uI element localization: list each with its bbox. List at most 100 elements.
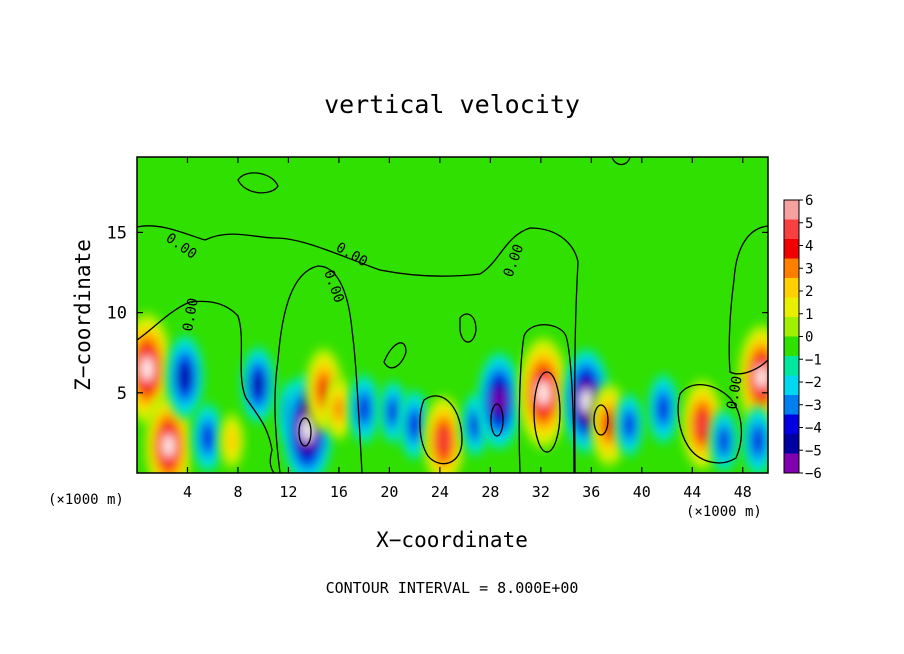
x-tick-label: 24: [431, 483, 449, 501]
velocity-cell: [166, 334, 204, 419]
colorbar-swatch: [784, 297, 799, 318]
x-tick-label: 20: [380, 483, 398, 501]
x-axis-label: X−coordinate: [376, 528, 528, 552]
x-tick-label: 36: [582, 483, 600, 501]
y-tick-label: 10: [107, 304, 127, 324]
velocity-cell: [681, 379, 723, 471]
velocity-shell: [179, 364, 191, 389]
colorbar-swatch: [784, 453, 799, 474]
velocity-cell: [219, 412, 245, 469]
zero-contour-upper: [137, 225, 579, 473]
zero-contour-right: [728, 225, 768, 375]
zero-contour-blob-1: [237, 172, 279, 194]
x-tick-label: 28: [481, 483, 499, 501]
x-tick-label: 12: [279, 483, 297, 501]
zero-contour-left: [137, 300, 275, 473]
velocity-shell: [538, 381, 549, 405]
y-tick-label: 15: [107, 223, 127, 243]
velocity-shell: [657, 396, 669, 422]
velocity-cell: [709, 409, 738, 473]
velocity-cell: [518, 336, 569, 449]
colorbar-label: 2: [805, 284, 813, 300]
y-axis-ticks: 5 10 15: [107, 223, 768, 404]
chart-title: vertical velocity: [324, 90, 580, 119]
colorbar-label: −4: [805, 421, 822, 437]
colorbar-label: 6: [805, 193, 813, 209]
y-axis-unit: (×1000 m): [48, 492, 124, 508]
colorbar-label: 4: [805, 239, 813, 255]
velocity-cell: [240, 346, 276, 424]
velocity-shell: [253, 373, 264, 396]
colorbar-swatch: [784, 258, 799, 279]
colorbar-label: 1: [805, 307, 813, 323]
velocity-cell: [348, 373, 380, 444]
contour-label: 0.00: [724, 375, 746, 411]
velocity-shell: [697, 413, 708, 436]
colorbar-swatch: [784, 434, 799, 454]
velocity-shell: [756, 365, 767, 388]
colorbar-label: −1: [805, 352, 822, 368]
x-tick-label: 16: [330, 483, 348, 501]
velocity-shell: [470, 413, 481, 436]
velocity-shell: [388, 401, 399, 424]
zero-contour-blob-2: [459, 313, 477, 343]
colorbar-swatch: [784, 336, 799, 357]
velocity-cell: [590, 382, 628, 467]
inner-contour-downdraft-2: [490, 403, 504, 437]
velocity-cell: [647, 373, 679, 444]
x-axis-ticks: 4 8 12 16 20 24 28 32 36 40 44 48: [183, 157, 752, 501]
inner-contour-updraft: [533, 371, 561, 453]
velocity-cell: [423, 395, 465, 473]
velocity-shell: [409, 412, 421, 438]
zero-contour-updraft: [518, 324, 575, 473]
plot-frame: [136, 156, 769, 474]
zero-contours: [137, 157, 768, 473]
x-axis-unit: (×1000 m): [686, 504, 762, 520]
zero-contour-mid: [274, 265, 363, 473]
colorbar-swatch: [784, 200, 799, 220]
inner-contour-downdraft-3: [593, 404, 609, 436]
x-tick-label: 44: [683, 483, 701, 501]
colorbar-swatch: [784, 317, 799, 337]
velocity-cell: [615, 393, 644, 457]
colorbar-label: −2: [805, 375, 822, 391]
velocity-cell: [324, 377, 353, 441]
velocity-shell: [718, 429, 729, 452]
colorbar-label: −3: [805, 398, 822, 414]
contour-label: 0.00: [180, 297, 202, 333]
velocity-shell: [624, 413, 635, 436]
x-tick-label: 8: [233, 483, 242, 501]
velocity-shell: [581, 389, 592, 412]
velocity-shell: [438, 429, 449, 452]
colorbar-label: 3: [805, 261, 813, 277]
colorbar-swatch: [784, 219, 799, 240]
velocity-cell: [144, 393, 193, 473]
x-tick-label: 32: [532, 483, 550, 501]
colorbar-swatch: [784, 414, 799, 435]
colorbar: 6 5 4 3 2 1 0 −1 −2 −3 −4 −5 −6: [783, 193, 822, 482]
zero-contour-blob-5: [677, 384, 743, 464]
velocity-shell: [358, 396, 370, 422]
colorbar-swatch: [784, 375, 799, 396]
x-tick-label: 40: [633, 483, 651, 501]
colorbar-label: −6: [805, 466, 822, 482]
velocity-shell: [163, 434, 174, 457]
velocity-shell: [334, 397, 344, 420]
colorbar-label: 0: [805, 330, 813, 346]
velocity-shell: [226, 428, 238, 454]
zero-contour-top-right: [611, 157, 631, 166]
velocity-shell: [752, 428, 764, 454]
velocity-shell: [603, 412, 615, 437]
colorbar-swatch: [784, 278, 799, 298]
velocity-shell: [202, 425, 214, 450]
contour-interval-note: CONTOUR INTERVAL = 8.000E+00: [326, 579, 579, 597]
colorbar-swatch: [784, 356, 799, 376]
velocity-shell: [141, 356, 153, 381]
y-tick-label: 5: [117, 384, 127, 404]
y-axis-label: Z−coordinate: [71, 239, 95, 391]
x-tick-label: 48: [734, 483, 752, 501]
velocity-shell: [493, 388, 505, 413]
colorbar-label: 5: [805, 216, 813, 232]
colorbar-swatch: [784, 239, 799, 259]
